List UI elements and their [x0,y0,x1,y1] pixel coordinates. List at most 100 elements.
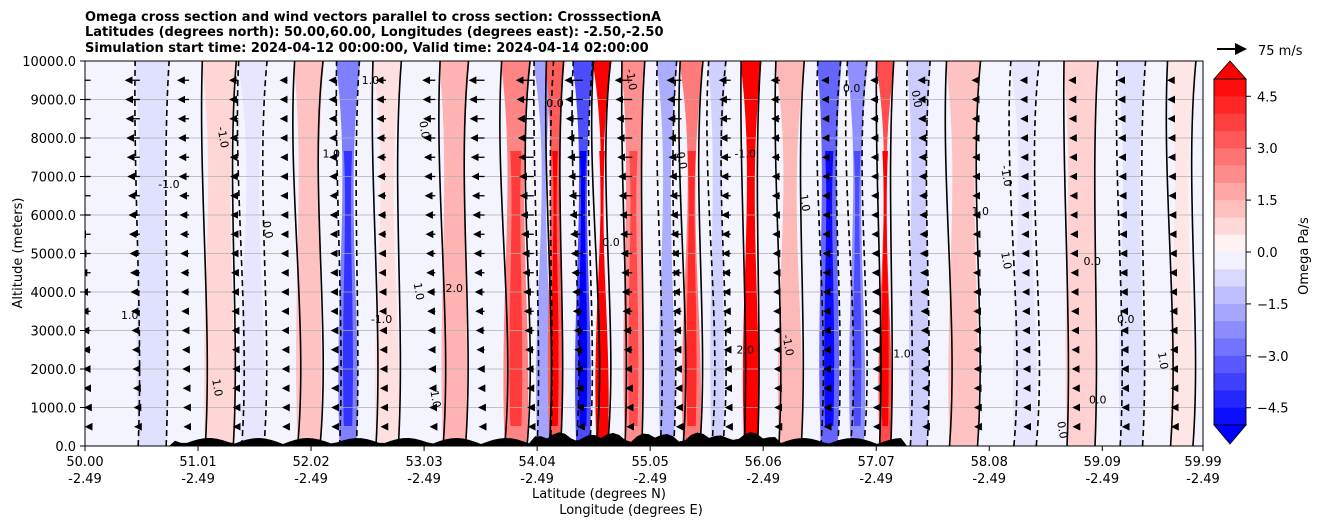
x-tick-label-lat: 58.08 [971,455,1008,470]
contour-label: 1.0 [209,378,225,397]
x-tick-label-lon: -2.49 [520,472,554,487]
colorbar-tick-label: 3.0 [1257,142,1278,157]
contour-line [590,61,601,446]
colorbar: 4.5 3.0 1.5 0.0 −1.5 −3.0 −4.5 Omega Pa/s [1213,60,1312,445]
y-tick-label: 7000.0 [31,171,77,186]
x-tick-label-lon: -2.49 [633,472,667,487]
contour-line [438,61,447,446]
contour-label: 0.0 [843,82,861,95]
x-tick-label-lat: 57.07 [858,455,895,470]
contour-line [236,61,246,446]
x-tick-label-lat: 59.09 [1084,455,1121,470]
contour-line [740,61,747,446]
terrain-profile [85,432,1203,446]
contour-label: -1.0 [623,68,640,91]
colorbar-step [1214,373,1246,391]
contour-label: 1.0 [121,309,139,322]
contour-label: -1.0 [780,334,797,357]
colorbar-step [1214,252,1246,270]
contour-line [1093,61,1099,446]
omega-band-core [746,151,756,426]
omega-band-core [628,151,639,426]
omega-contour-lines [134,61,1197,446]
contour-label: 1.0 [362,74,380,87]
colorbar-step [1214,148,1246,166]
x-tick-label-lon: -2.49 [1186,472,1220,487]
y-tick-label: 3000.0 [31,325,77,340]
contour-label: -1.0 [998,164,1015,187]
contour-label: 0.0 [674,151,690,170]
x-tick-label-lon: -2.49 [859,472,893,487]
contour-line [261,61,268,446]
contour-label: -1.0 [735,147,756,160]
contour-line [706,61,716,446]
contour-label: 0.0 [602,236,620,249]
x-tick-label-lon: -2.49 [294,472,328,487]
y-axis-label: Altitude (meters) [11,198,26,309]
contour-line [355,61,361,446]
y-tick-label: 2000.0 [31,363,77,378]
colorbar-step [1214,165,1246,183]
colorbar-step [1214,303,1246,322]
contour-line [1141,61,1147,446]
x-axis-ticks: 50.00 -2.49 51.01 -2.49 52.02 -2.49 53.03 -2.49… [66,446,1222,487]
omega-band-core [686,151,697,426]
colorbar-tick-label: 1.5 [1257,194,1278,209]
contour-line [697,61,704,446]
contour-line [371,61,379,446]
contour-label: 0.0 [260,220,276,239]
colorbar-step [1214,96,1246,114]
x-tick-label-lon: -2.49 [181,472,215,487]
colorbar-steps [1213,78,1247,426]
contour-line [533,61,540,446]
y-tick-label: 6000.0 [31,209,77,224]
contour-line [1062,61,1070,446]
contour-line [559,61,565,446]
contour-line [587,61,594,446]
x-axis-label-longitude: Longitude (degrees E) [559,503,703,518]
contour-label: 0.0 [909,89,925,108]
contour-line [292,61,302,446]
plot-area: -1.0 -1.0 1.0 0.0 1.0 0.0 -1.0 1.0 2.0 1.0 0.0 -1.0… [84,60,1204,447]
y-tick-label: 0.0 [55,440,76,455]
colorbar-step [1214,79,1246,97]
x-tick-label-lat: 54.04 [519,455,556,470]
contour-line [844,61,855,446]
omega-band-core [343,151,353,426]
omega-band-core [881,151,889,426]
contour-label: 1.0 [411,282,427,301]
colorbar-tick-label: −4.5 [1257,402,1289,417]
colorbar-step [1214,407,1246,425]
contour-label: 0.0 [1054,420,1070,439]
contour-line [944,61,953,446]
contour-line [605,61,612,446]
colorbar-extend-min [1213,424,1247,445]
contour-label: 1.0 [972,205,990,218]
contour-label: -1.0 [214,126,231,149]
contour-label: 0.0 [546,97,564,110]
colorbar-tick-label: 0.0 [1257,246,1278,261]
omega-band-core [578,151,588,426]
contour-line [678,61,687,446]
contour-label: 2.0 [737,344,755,357]
quiver-key-label: 75 m/s [1258,44,1303,59]
colorbar-step [1214,182,1246,201]
colorbar-step [1214,338,1246,356]
contour-line [861,61,868,446]
chart-title-line-1: Omega cross section and wind vectors par… [85,10,661,25]
contour-line [200,61,209,446]
colorbar-step [1214,390,1246,408]
contour-line [134,61,141,446]
colorbar-label: Omega Pa/s [1297,217,1312,295]
x-tick-label-lat: 50.00 [66,455,103,470]
colorbar-tick-label: −1.5 [1257,298,1289,313]
x-tick-label-lat: 51.01 [179,455,216,470]
y-tick-label: 10000.0 [22,55,76,70]
x-tick-label-lat: 52.02 [292,455,329,470]
colorbar-step [1214,286,1246,304]
omega-band-core [551,151,559,426]
contour-line [1008,61,1018,446]
contour-line [165,61,170,446]
contour-label: -1.0 [371,313,392,326]
